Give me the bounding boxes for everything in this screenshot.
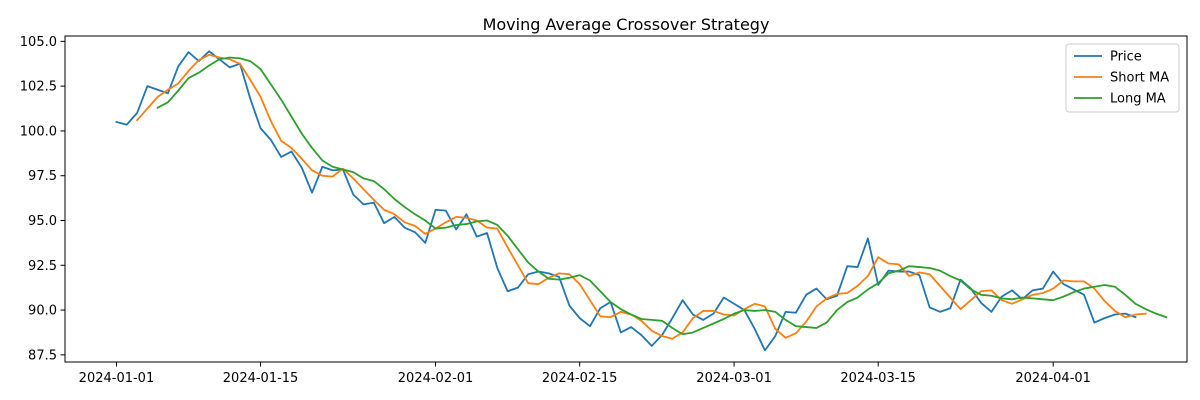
y-tick-label: 97.5 (28, 169, 57, 184)
legend-label-short-ma: Short MA (1110, 71, 1169, 86)
x-tick-label: 2024-04-01 (1015, 371, 1091, 386)
legend: Price Short MA Long MA (1065, 43, 1180, 113)
y-tick-label: 105.0 (20, 35, 57, 50)
y-tick-label: 92.5 (28, 259, 57, 274)
legend-box (1065, 43, 1180, 113)
x-tick-label: 2024-03-15 (840, 371, 916, 386)
plot-frame (64, 35, 1188, 363)
x-tick-label: 2024-02-01 (398, 371, 474, 386)
legend-label-long-ma: Long MA (1110, 92, 1166, 107)
plot-area (115, 50, 1168, 352)
x-tick-label: 2024-02-15 (542, 371, 618, 386)
series-line-price (115, 50, 1137, 352)
y-tick-label: 100.0 (20, 124, 57, 139)
y-tick-label: 90.0 (28, 304, 57, 319)
x-axis: 2024-01-01 2024-01-15 2024-02-01 2024-02-15… (79, 362, 1091, 386)
x-tick-label: 2024-01-15 (223, 371, 299, 386)
chart-title: Moving Average Crossover Strategy (483, 15, 770, 34)
series-line-long-ma (156, 56, 1168, 336)
legend-label-price: Price (1110, 50, 1142, 65)
y-tick-label: 95.0 (28, 214, 57, 229)
y-tick-label: 102.5 (20, 80, 57, 95)
x-tick-label: 2024-01-01 (79, 371, 155, 386)
y-axis: 87.5 90.0 92.5 95.0 97.5 100.0 102.5 105.0 (20, 35, 65, 363)
series-line-short-ma (135, 53, 1147, 340)
x-tick-label: 2024-03-01 (696, 371, 772, 386)
y-tick-label: 87.5 (28, 348, 57, 363)
